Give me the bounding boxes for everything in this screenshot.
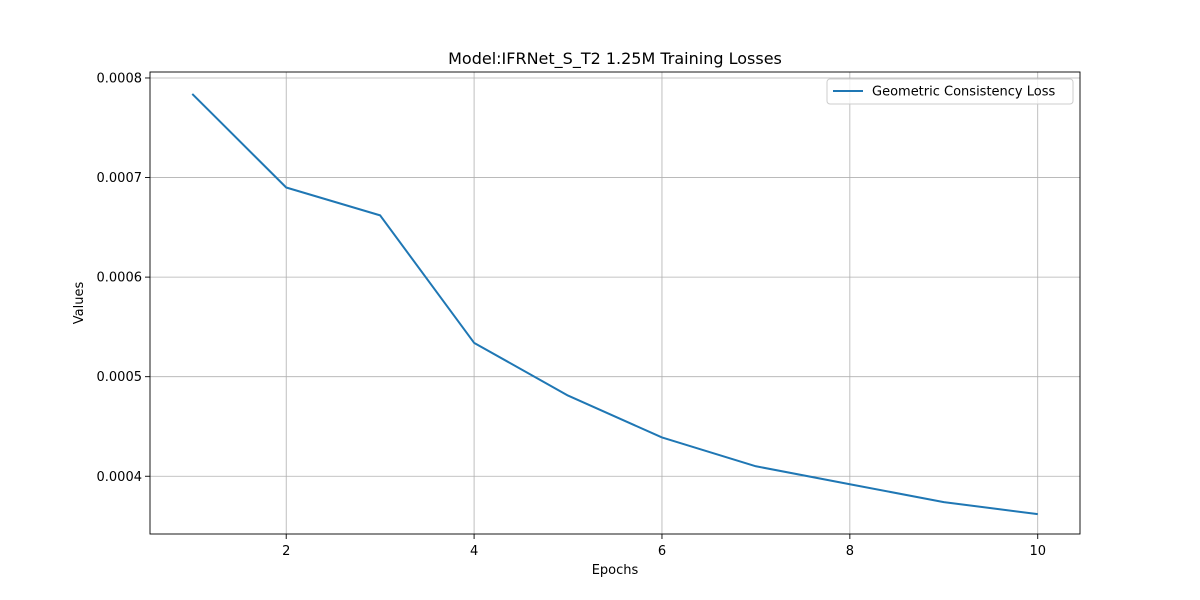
x-tick-label: 4 (470, 544, 478, 559)
chart-title: Model:IFRNet_S_T2 1.25M Training Losses (448, 49, 782, 69)
x-tick-label: 10 (1029, 544, 1046, 559)
x-tick-label: 2 (282, 544, 290, 559)
x-axis-label: Epochs (592, 563, 639, 578)
y-tick-label: 0.0006 (97, 271, 143, 286)
y-tick-label: 0.0005 (97, 370, 143, 385)
data-point (473, 342, 475, 344)
data-point (755, 465, 757, 467)
data-point (849, 483, 851, 485)
legend-box (826, 78, 1074, 105)
x-tick-label: 8 (846, 544, 854, 559)
y-axis-ticks: 0.0004 0.0005 0.0006 0.0007 0.0008 (97, 71, 150, 485)
grid (150, 72, 1080, 534)
legend-label: Geometric Consistency Loss (872, 85, 1055, 100)
x-axis-ticks: 2 4 6 8 10 (282, 534, 1046, 559)
x-tick-label: 6 (658, 544, 666, 559)
data-point (285, 187, 287, 189)
series-line (191, 93, 1038, 516)
legend: Geometric Consistency Loss (826, 78, 1074, 105)
data-point (567, 395, 569, 397)
y-tick-label: 0.0007 (97, 171, 143, 186)
data-point (661, 436, 663, 438)
data-point (191, 93, 193, 95)
data-point (379, 214, 381, 216)
y-tick-label: 0.0004 (97, 470, 143, 485)
data-point (1037, 513, 1039, 515)
y-axis-label: Values (72, 282, 87, 325)
data-point (943, 501, 945, 503)
y-tick-label: 0.0008 (97, 71, 143, 86)
plot-lines (191, 93, 1039, 516)
plot-frame (149, 71, 1081, 535)
